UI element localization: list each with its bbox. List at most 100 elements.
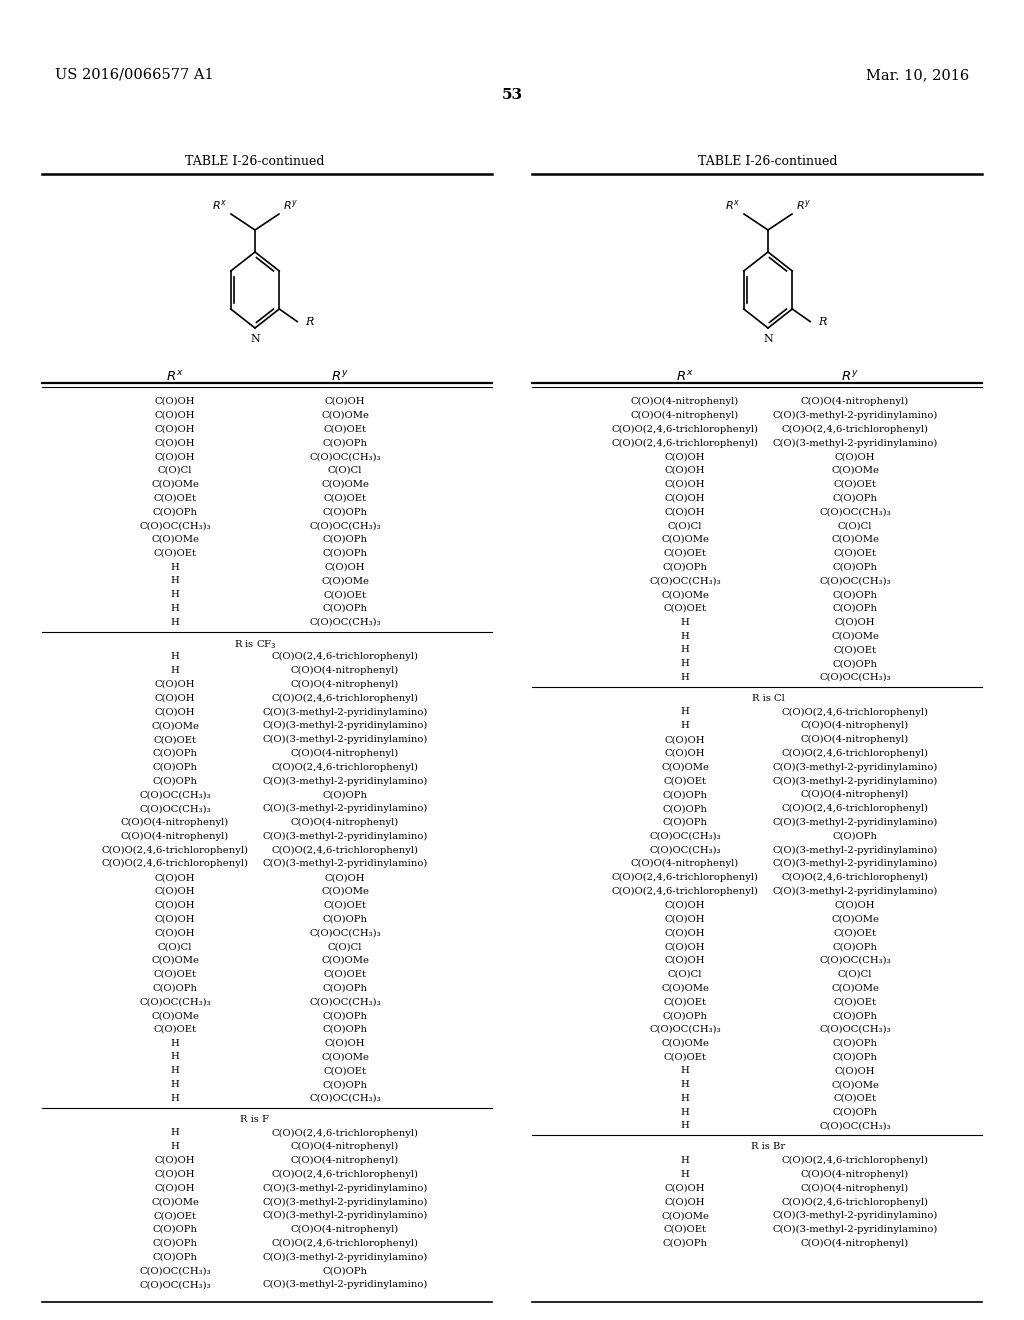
Text: C(O)OPh: C(O)OPh (153, 507, 198, 516)
Text: H: H (681, 1122, 689, 1130)
Text: $R^y$: $R^y$ (841, 370, 859, 384)
Text: C(O)O(4-nitrophenyl): C(O)O(4-nitrophenyl) (631, 411, 739, 420)
Text: C(O)OH: C(O)OH (155, 425, 196, 433)
Text: C(O)OPh: C(O)OPh (153, 776, 198, 785)
Text: C(O)OH: C(O)OH (665, 453, 706, 461)
Text: C(O)OH: C(O)OH (155, 694, 196, 702)
Text: C(O)OEt: C(O)OEt (834, 645, 877, 655)
Text: C(O)O(2,4,6-trichlorophenyl): C(O)O(2,4,6-trichlorophenyl) (781, 708, 929, 717)
Text: C(O)OPh: C(O)OPh (323, 1011, 368, 1020)
Text: C(O)OPh: C(O)OPh (833, 1107, 878, 1117)
Text: C(O)O(4-nitrophenyl): C(O)O(4-nitrophenyl) (291, 1156, 399, 1166)
Text: C(O)OPh: C(O)OPh (663, 1011, 708, 1020)
Text: C(O)OH: C(O)OH (155, 411, 196, 420)
Text: R is Cl: R is Cl (752, 694, 784, 702)
Text: C(O)OEt: C(O)OEt (324, 1067, 367, 1076)
Text: C(O)OPh: C(O)OPh (323, 605, 368, 612)
Text: C(O)OMe: C(O)OMe (831, 915, 879, 924)
Text: H: H (171, 1129, 179, 1138)
Text: C(O)OPh: C(O)OPh (323, 1266, 368, 1275)
Text: C(O)OH: C(O)OH (155, 708, 196, 717)
Text: C(O)OMe: C(O)OMe (662, 1039, 709, 1048)
Text: C(O)OH: C(O)OH (665, 942, 706, 952)
Text: C(O)OC(CH₃)₃: C(O)OC(CH₃)₃ (819, 577, 891, 585)
Text: C(O)OC(CH₃)₃: C(O)OC(CH₃)₃ (309, 453, 381, 461)
Text: C(O)O(4-nitrophenyl): C(O)O(4-nitrophenyl) (801, 1238, 909, 1247)
Text: H: H (681, 631, 689, 640)
Text: C(O)OH: C(O)OH (155, 1156, 196, 1166)
Text: C(O)OEt: C(O)OEt (834, 549, 877, 558)
Text: C(O)OC(CH₃)₃: C(O)OC(CH₃)₃ (819, 673, 891, 682)
Text: C(O)OEt: C(O)OEt (664, 549, 707, 558)
Text: C(O)OMe: C(O)OMe (151, 535, 199, 544)
Text: C(O)OPh: C(O)OPh (153, 748, 198, 758)
Text: C(O)O(2,4,6-trichlorophenyl): C(O)O(2,4,6-trichlorophenyl) (781, 425, 929, 434)
Text: C(O)OPh: C(O)OPh (153, 983, 198, 993)
Text: C(O)O(4-nitrophenyl): C(O)O(4-nitrophenyl) (291, 667, 399, 676)
Text: C(O)OH: C(O)OH (155, 915, 196, 924)
Text: C(O)OPh: C(O)OPh (833, 1052, 878, 1061)
Text: C(O)OMe: C(O)OMe (151, 1011, 199, 1020)
Text: C(O)OH: C(O)OH (665, 748, 706, 758)
Text: C(O)OEt: C(O)OEt (154, 735, 197, 744)
Text: C(O)(3-methyl-2-pyridinylamino): C(O)(3-methyl-2-pyridinylamino) (262, 1197, 428, 1206)
Text: C(O)(3-methyl-2-pyridinylamino): C(O)(3-methyl-2-pyridinylamino) (772, 1225, 938, 1234)
Text: C(O)OMe: C(O)OMe (151, 721, 199, 730)
Text: C(O)O(4-nitrophenyl): C(O)O(4-nitrophenyl) (801, 721, 909, 730)
Text: C(O)OEt: C(O)OEt (664, 998, 707, 1006)
Text: C(O)OH: C(O)OH (665, 928, 706, 937)
Text: C(O)OPh: C(O)OPh (153, 763, 198, 772)
Text: C(O)Cl: C(O)Cl (158, 942, 193, 952)
Text: C(O)(3-methyl-2-pyridinylamino): C(O)(3-methyl-2-pyridinylamino) (262, 832, 428, 841)
Text: C(O)O(4-nitrophenyl): C(O)O(4-nitrophenyl) (801, 1184, 909, 1193)
Text: C(O)(3-methyl-2-pyridinylamino): C(O)(3-methyl-2-pyridinylamino) (772, 776, 938, 785)
Text: R: R (818, 317, 826, 326)
Text: C(O)OEt: C(O)OEt (834, 479, 877, 488)
Text: C(O)OPh: C(O)OPh (663, 791, 708, 800)
Text: C(O)OMe: C(O)OMe (151, 479, 199, 488)
Text: C(O)O(2,4,6-trichlorophenyl): C(O)O(2,4,6-trichlorophenyl) (271, 694, 419, 702)
Text: C(O)OEt: C(O)OEt (154, 970, 197, 978)
Text: C(O)OPh: C(O)OPh (663, 1238, 708, 1247)
Text: C(O)O(4-nitrophenyl): C(O)O(4-nitrophenyl) (121, 832, 229, 841)
Text: US 2016/0066577 A1: US 2016/0066577 A1 (55, 69, 214, 82)
Text: C(O)OEt: C(O)OEt (324, 494, 367, 503)
Text: C(O)O(4-nitrophenyl): C(O)O(4-nitrophenyl) (631, 397, 739, 407)
Text: H: H (171, 1142, 179, 1151)
Text: C(O)OEt: C(O)OEt (664, 605, 707, 612)
Text: C(O)OPh: C(O)OPh (833, 1011, 878, 1020)
Text: C(O)OH: C(O)OH (665, 956, 706, 965)
Text: C(O)OC(CH₃)₃: C(O)OC(CH₃)₃ (649, 577, 721, 585)
Text: C(O)(3-methyl-2-pyridinylamino): C(O)(3-methyl-2-pyridinylamino) (772, 438, 938, 447)
Text: H: H (171, 667, 179, 675)
Text: C(O)Cl: C(O)Cl (668, 521, 702, 531)
Text: H: H (681, 1094, 689, 1104)
Text: C(O)O(4-nitrophenyl): C(O)O(4-nitrophenyl) (291, 1225, 399, 1234)
Text: C(O)OC(CH₃)₃: C(O)OC(CH₃)₃ (139, 1280, 211, 1290)
Text: C(O)OH: C(O)OH (325, 397, 366, 407)
Text: TABLE I-26-continued: TABLE I-26-continued (185, 154, 325, 168)
Text: H: H (681, 673, 689, 682)
Text: C(O)O(4-nitrophenyl): C(O)O(4-nitrophenyl) (291, 748, 399, 758)
Text: C(O)OH: C(O)OH (835, 900, 876, 909)
Text: C(O)OEt: C(O)OEt (664, 776, 707, 785)
Text: Mar. 10, 2016: Mar. 10, 2016 (865, 69, 969, 82)
Text: C(O)OH: C(O)OH (665, 900, 706, 909)
Text: R is CF$_3$: R is CF$_3$ (233, 639, 276, 651)
Text: H: H (171, 618, 179, 627)
Text: C(O)OMe: C(O)OMe (321, 887, 369, 896)
Text: C(O)OH: C(O)OH (155, 873, 196, 882)
Text: C(O)O(2,4,6-trichlorophenyl): C(O)O(2,4,6-trichlorophenyl) (271, 1170, 419, 1179)
Text: H: H (681, 1170, 689, 1179)
Text: C(O)OEt: C(O)OEt (154, 494, 197, 503)
Text: H: H (171, 1039, 179, 1048)
Text: C(O)O(4-nitrophenyl): C(O)O(4-nitrophenyl) (631, 859, 739, 869)
Text: C(O)O(4-nitrophenyl): C(O)O(4-nitrophenyl) (801, 397, 909, 407)
Text: $R^x$: $R^x$ (676, 370, 694, 384)
Text: C(O)OC(CH₃)₃: C(O)OC(CH₃)₃ (139, 998, 211, 1006)
Text: C(O)OEt: C(O)OEt (324, 590, 367, 599)
Text: C(O)OPh: C(O)OPh (663, 562, 708, 572)
Text: C(O)(3-methyl-2-pyridinylamino): C(O)(3-methyl-2-pyridinylamino) (262, 1280, 428, 1290)
Text: C(O)Cl: C(O)Cl (328, 942, 362, 952)
Text: C(O)Cl: C(O)Cl (158, 466, 193, 475)
